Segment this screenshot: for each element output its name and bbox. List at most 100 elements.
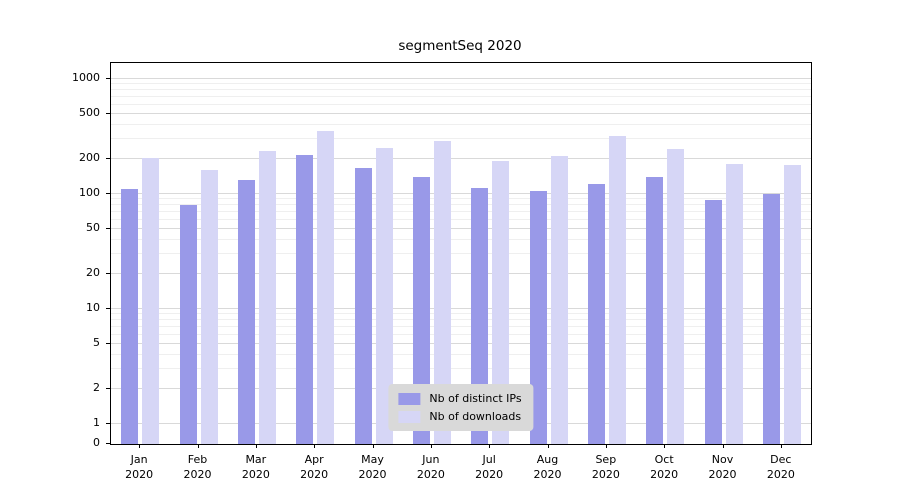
- y-tick-label: 200: [79, 151, 100, 165]
- y-axis-tick: [106, 78, 110, 79]
- x-axis-tick: [722, 444, 724, 448]
- y-axis-tick: [106, 342, 110, 344]
- gridline-major: [111, 227, 811, 229]
- bar-downloads: [258, 151, 276, 444]
- legend: Nb of distinct IPs Nb of downloads: [388, 384, 534, 431]
- gridline-minor: [111, 123, 811, 125]
- x-tick-label: Oct 2020: [650, 453, 679, 481]
- bar-downloads: [783, 164, 801, 444]
- x-axis-tick: [489, 444, 491, 448]
- y-tick-label: 1000: [72, 71, 100, 84]
- gridline-minor: [111, 83, 811, 85]
- gridline-minor: [111, 253, 811, 255]
- y-tick-label: 0: [93, 436, 100, 449]
- x-axis-tick: [139, 444, 141, 448]
- bar-downloads: [667, 148, 685, 444]
- bar-downloads: [608, 135, 626, 444]
- y-axis-tick: [106, 423, 110, 424]
- x-tick-label: Jun 2020: [416, 453, 445, 481]
- gridline-major: [111, 78, 811, 79]
- y-axis-tick: [106, 388, 110, 390]
- x-axis-tick: [430, 444, 432, 448]
- gridline-minor: [111, 210, 811, 212]
- x-tick-label: Aug 2020: [533, 453, 562, 481]
- bar-downloads: [317, 130, 335, 444]
- gridline-minor: [111, 319, 811, 321]
- gridline-minor: [111, 313, 811, 315]
- x-axis-tick: [255, 444, 257, 448]
- gridline-major: [111, 112, 811, 114]
- x-tick-label: Mar 2020: [241, 453, 270, 481]
- gridline-major: [111, 273, 811, 275]
- legend-item-downloads: Nb of downloads: [398, 410, 521, 423]
- bar-distinct-ips: [471, 188, 489, 444]
- gridline-minor: [111, 89, 811, 91]
- gridline-major: [111, 308, 811, 309]
- gridline-minor: [111, 238, 811, 240]
- x-tick-label: Sep 2020: [591, 453, 620, 481]
- bar-downloads: [200, 169, 218, 444]
- x-tick-label: Jan 2020: [125, 453, 154, 481]
- y-tick-label: 100: [79, 186, 100, 199]
- bar-distinct-ips: [587, 184, 605, 444]
- y-axis-tick: [106, 308, 110, 309]
- y-axis-tick: [106, 193, 110, 194]
- x-axis-tick: [314, 444, 316, 448]
- bar-distinct-ips: [296, 154, 314, 444]
- chart-title: segmentSeq 2020: [398, 38, 522, 54]
- gridline-minor: [111, 95, 811, 97]
- bar-distinct-ips: [354, 168, 372, 444]
- bar-downloads: [142, 157, 160, 444]
- x-tick-label: Feb 2020: [183, 453, 212, 481]
- bar-distinct-ips: [762, 194, 780, 444]
- bar-distinct-ips: [121, 189, 139, 444]
- gridline-minor: [111, 218, 811, 220]
- legend-swatch-downloads: [398, 410, 421, 423]
- x-axis-tick: [197, 444, 199, 448]
- x-axis-tick: [664, 444, 666, 448]
- y-tick-label: 5: [93, 335, 100, 349]
- y-tick-label: 50: [86, 220, 100, 234]
- y-axis-tick: [106, 112, 110, 114]
- x-tick-label: May 2020: [358, 453, 387, 481]
- x-tick-label: Jul 2020: [475, 453, 504, 481]
- gridline-minor: [111, 368, 811, 370]
- bar-distinct-ips: [237, 180, 255, 444]
- bar-downloads: [375, 148, 393, 444]
- x-tick-label: Dec 2020: [766, 453, 795, 481]
- y-axis-tick: [106, 443, 110, 444]
- legend-label-downloads: Nb of downloads: [429, 410, 522, 423]
- plot-area: Nb of distinct IPs Nb of downloads: [110, 62, 812, 445]
- gridline-major: [111, 158, 811, 160]
- y-tick-label: 1: [93, 416, 100, 429]
- x-axis-tick: [605, 444, 607, 448]
- x-axis-tick: [372, 444, 374, 448]
- y-tick-label: 20: [86, 266, 100, 280]
- gridline-minor: [111, 325, 811, 327]
- bar-distinct-ips: [646, 176, 664, 444]
- bar-distinct-ips: [179, 205, 197, 444]
- gridline-minor: [111, 333, 811, 335]
- bar-distinct-ips: [529, 191, 547, 444]
- x-tick-label: Nov 2020: [708, 453, 737, 481]
- gridline-minor: [111, 138, 811, 140]
- y-tick-label: 2: [93, 381, 100, 395]
- bar-downloads: [492, 161, 510, 444]
- y-axis-tick: [106, 227, 110, 229]
- gridline-minor: [111, 198, 811, 200]
- y-tick-label: 10: [86, 301, 100, 314]
- gridline-major: [111, 193, 811, 194]
- legend-item-distinct-ips: Nb of distinct IPs: [398, 392, 522, 405]
- gridline-minor: [111, 204, 811, 206]
- bar-downloads: [433, 140, 451, 444]
- x-tick-label: Apr 2020: [300, 453, 329, 481]
- legend-swatch-distinct-ips: [398, 392, 421, 405]
- bar-distinct-ips: [412, 177, 430, 444]
- gridline-minor: [111, 353, 811, 355]
- bar-distinct-ips: [704, 200, 722, 444]
- gridline-minor: [111, 103, 811, 105]
- y-axis-tick: [106, 273, 110, 275]
- y-axis-tick: [106, 158, 110, 160]
- bar-downloads: [550, 156, 568, 444]
